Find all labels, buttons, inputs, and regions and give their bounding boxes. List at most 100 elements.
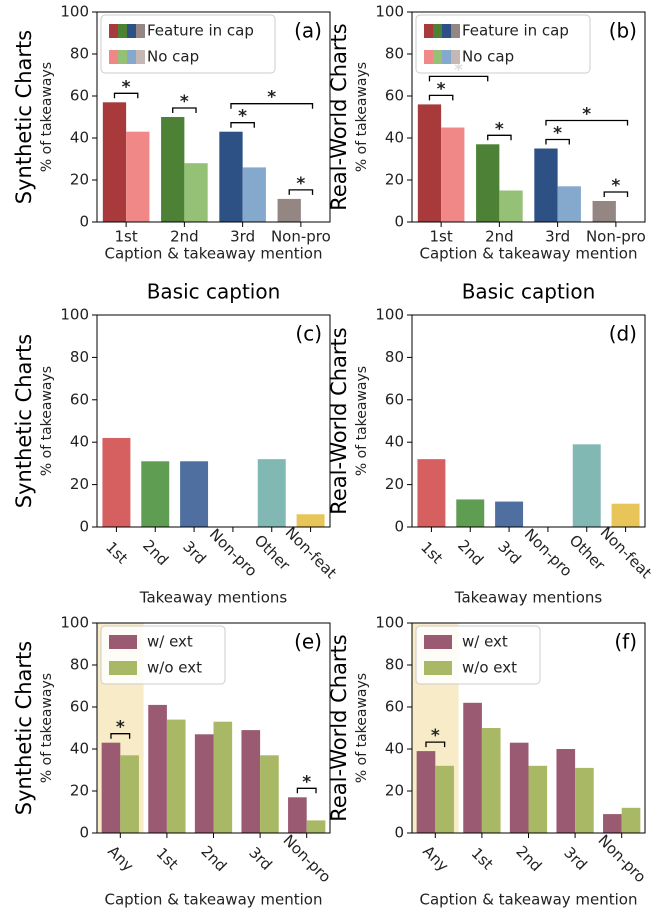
bar	[101, 742, 121, 833]
y-axis-label: % of takeaways	[39, 673, 55, 783]
x-tick-label: 3rd	[560, 843, 590, 873]
legend-label: w/ ext	[462, 633, 508, 651]
bar	[242, 167, 266, 222]
bar	[219, 131, 243, 222]
panel-letter: (a)	[294, 19, 322, 43]
panel-title: Basic caption	[147, 280, 281, 304]
legend-swatch	[127, 50, 136, 64]
bar	[306, 820, 326, 833]
legend-swatch	[451, 50, 460, 64]
y-tick-label: 20	[70, 475, 89, 493]
y-tick-label: 20	[385, 782, 404, 800]
plot-frame	[411, 314, 646, 528]
bar	[257, 459, 286, 527]
x-tick-label: 3rd	[545, 228, 570, 246]
panel-title: Basic caption	[462, 280, 596, 304]
significance-bracket	[545, 119, 629, 126]
x-tick-label: Any	[104, 842, 137, 875]
bar	[148, 704, 167, 833]
y-tick-label: 100	[375, 614, 404, 632]
x-tick-label: 2nd	[170, 228, 199, 246]
legend-swatch	[136, 50, 145, 64]
bar	[572, 444, 601, 527]
significance-bracket	[428, 94, 454, 101]
legend-swatch	[424, 50, 433, 64]
y-axis-label: % of takeaways	[354, 673, 370, 783]
x-tick-label: 1st	[417, 538, 446, 567]
significance-bracket	[230, 122, 255, 128]
y-tick-label: 60	[385, 390, 404, 408]
x-tick-label: Non-feat	[597, 523, 656, 582]
y-tick-label: 20	[385, 475, 404, 493]
significance-star: *	[267, 88, 276, 108]
bar	[102, 437, 131, 527]
significance-bracket	[288, 189, 314, 195]
y-tick-label: 80	[385, 45, 404, 63]
x-tick-label: 1st	[468, 844, 497, 873]
panel-letter: (c)	[295, 322, 322, 346]
y-axis-label: % of takeaways	[39, 366, 55, 476]
y-tick-label: 60	[385, 698, 404, 716]
x-tick-label: 2nd	[512, 842, 545, 875]
significance-star: *	[437, 79, 446, 99]
significance-bracket	[296, 787, 317, 794]
y-tick-label: 40	[385, 740, 404, 758]
x-tick-label: 3rd	[230, 228, 255, 246]
panel-letter: (e)	[294, 630, 322, 654]
x-axis-label: Takeaway mentions	[454, 589, 603, 607]
significance-star: *	[495, 119, 504, 139]
significance-bracket	[425, 741, 446, 748]
y-tick-label: 0	[394, 518, 404, 536]
significance-bracket	[230, 103, 314, 109]
x-tick-label: 3rd	[494, 537, 524, 567]
y-tick-label: 80	[385, 656, 404, 674]
y-tick-label: 100	[375, 3, 404, 21]
plot-frame	[96, 314, 331, 528]
y-tick-label: 0	[394, 213, 404, 231]
y-tick-label: 40	[70, 433, 89, 451]
bar	[534, 148, 558, 222]
y-tick-label: 40	[70, 129, 89, 147]
x-tick-label: Non-feat	[282, 523, 341, 582]
row-label: Real-World Charts	[327, 23, 351, 211]
y-axis-label: % of takeaways	[354, 366, 370, 476]
y-tick-label: 80	[385, 348, 404, 366]
bar	[456, 499, 485, 527]
bar	[166, 719, 186, 833]
legend-label: No cap	[462, 48, 514, 66]
bar	[417, 459, 446, 527]
bar	[260, 755, 279, 833]
significance-bracket	[172, 107, 197, 113]
y-tick-label: 60	[70, 87, 89, 105]
bar	[509, 742, 529, 833]
x-tick-label: Non-pro	[271, 228, 331, 246]
bar	[463, 702, 482, 833]
legend-swatch	[433, 24, 442, 38]
x-tick-label: Any	[419, 842, 452, 875]
bar	[481, 728, 501, 833]
bar	[499, 190, 523, 222]
legend-label: w/ ext	[147, 633, 193, 651]
row-label: Real-World Charts	[327, 634, 351, 822]
significance-star: *	[553, 124, 562, 144]
bar	[495, 501, 524, 527]
row-label: Synthetic Charts	[12, 641, 36, 815]
significance-star: *	[238, 107, 247, 127]
bar	[241, 730, 261, 833]
significance-bracket	[545, 138, 570, 145]
legend-swatch	[424, 24, 433, 38]
bar	[194, 734, 214, 833]
legend-swatch	[442, 24, 451, 38]
x-tick-label: 2nd	[454, 536, 487, 569]
bar	[528, 765, 548, 833]
legend-swatch	[442, 50, 451, 64]
x-axis-label: Caption & takeaway mention	[105, 245, 323, 263]
significance-bracket	[113, 92, 139, 99]
x-tick-label: Non-pro	[586, 228, 646, 246]
legend-swatch	[118, 24, 127, 38]
bar	[621, 807, 641, 833]
x-axis-label: Takeaway mentions	[139, 589, 288, 607]
bar	[296, 514, 325, 527]
y-tick-label: 80	[70, 45, 89, 63]
bar	[126, 131, 150, 222]
